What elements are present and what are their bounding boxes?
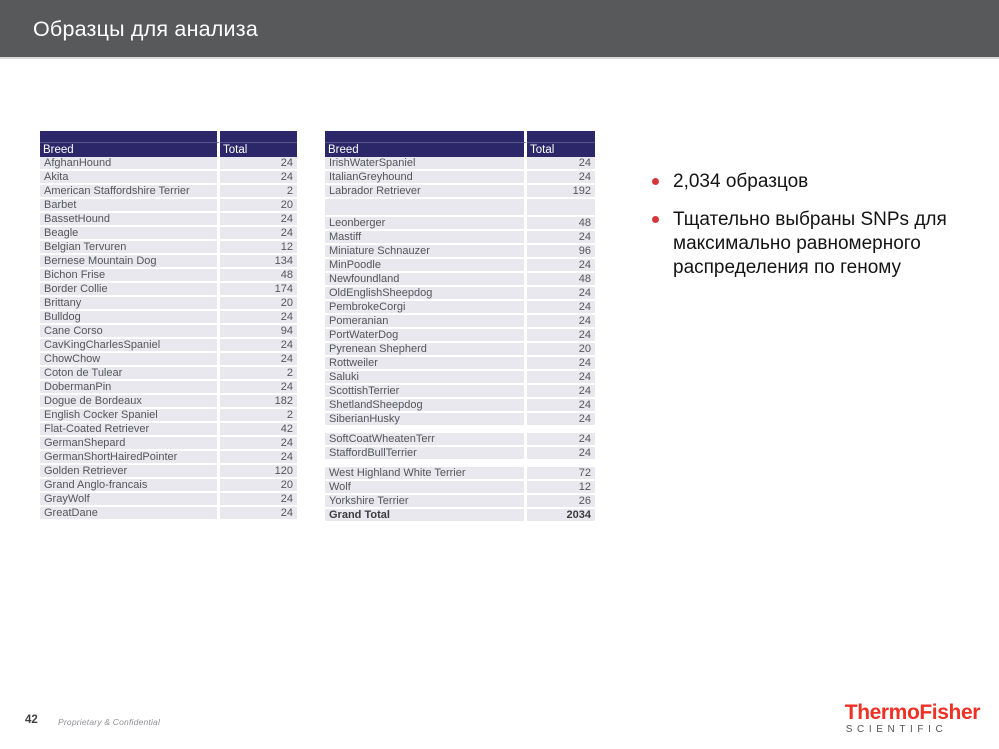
table-row: Akita 24 bbox=[40, 171, 297, 185]
table-row: SoftCoatWheatenTerr 24 bbox=[325, 433, 595, 447]
table-row: Border Collie 174 bbox=[40, 283, 297, 297]
table-row: ScottishTerrier 24 bbox=[325, 385, 595, 399]
table-row: Bichon Frise 48 bbox=[40, 269, 297, 283]
page-number: 42 bbox=[25, 714, 38, 726]
table-row: Bulldog 24 bbox=[40, 311, 297, 325]
breed-table-right: Breed Total IrishWaterSpaniel 24 ItalianGr… bbox=[325, 131, 595, 523]
table-row: Wolf 12 bbox=[325, 481, 595, 495]
table-row: StaffordBullTerrier 24 bbox=[325, 447, 595, 461]
column-header-total: Total bbox=[527, 143, 595, 157]
column-header-breed: Breed bbox=[40, 143, 220, 157]
table-row: Yorkshire Terrier 26 bbox=[325, 495, 595, 509]
table-row: Bernese Mountain Dog 134 bbox=[40, 255, 297, 269]
bullet-item: 2,034 образцов bbox=[648, 170, 948, 194]
table-row: PortWaterDog 24 bbox=[325, 329, 595, 343]
table-row: Barbet 20 bbox=[40, 199, 297, 213]
table-row: ItalianGreyhound 24 bbox=[325, 171, 595, 185]
table-row: Miniature Schnauzer 96 bbox=[325, 245, 595, 259]
table-row: Pomeranian 24 bbox=[325, 315, 595, 329]
table-row: Beagle 24 bbox=[40, 227, 297, 241]
table-row: ChowChow 24 bbox=[40, 353, 297, 367]
grand-total-row: Grand Total 2034 bbox=[325, 509, 595, 523]
column-header-total: Total bbox=[220, 143, 297, 157]
table-row: SiberianHusky 24 bbox=[325, 413, 595, 427]
table-header-spacer bbox=[325, 131, 595, 143]
table-header-row: Breed Total bbox=[325, 143, 595, 157]
table-row: MinPoodle 24 bbox=[325, 259, 595, 273]
table-row: GrayWolf 24 bbox=[40, 493, 297, 507]
slide-title-bar: Образцы для анализа bbox=[0, 0, 999, 59]
bullet-dot-icon bbox=[652, 216, 659, 224]
table-row: Coton de Tulear 2 bbox=[40, 367, 297, 381]
table-row: English Cocker Spaniel 2 bbox=[40, 409, 297, 423]
logo-scientific: SCIENTIFIC bbox=[845, 724, 948, 735]
table-row: Flat-Coated Retriever 42 bbox=[40, 423, 297, 437]
table-row: American Staffordshire Terrier 2 bbox=[40, 185, 297, 199]
table-header-spacer bbox=[40, 131, 297, 143]
table-row: Pyrenean Shepherd 20 bbox=[325, 343, 595, 357]
bullet-item: Тщательно выбраны SNPs для максимально р… bbox=[648, 208, 948, 280]
table-row: Labrador Retriever 192 bbox=[325, 185, 595, 199]
logo-wordmark: ThermoFisher bbox=[844, 701, 981, 724]
table-row: Mastiff 24 bbox=[325, 231, 595, 245]
table-row: Leonberger 48 bbox=[325, 217, 595, 231]
table-row: Dogue de Bordeaux 182 bbox=[40, 395, 297, 409]
table-row: Golden Retriever 120 bbox=[40, 465, 297, 479]
table-row: Newfoundland 48 bbox=[325, 273, 595, 287]
table-row: GreatDane 24 bbox=[40, 507, 297, 521]
bullet-text: 2,034 образцов bbox=[673, 171, 809, 192]
table-row: AfghanHound 24 bbox=[40, 157, 297, 171]
table-row: CavKingCharlesSpaniel 24 bbox=[40, 339, 297, 353]
footer-note: Proprietary & Confidential bbox=[58, 717, 161, 727]
bullet-list: 2,034 образцов Тщательно выбраны SNPs для… bbox=[648, 170, 948, 295]
table-row: ShetlandSheepdog 24 bbox=[325, 399, 595, 413]
table-row: BassetHound 24 bbox=[40, 213, 297, 227]
table-row: Belgian Tervuren 12 bbox=[40, 241, 297, 255]
breed-table-left: Breed Total AfghanHound 24 Akita 24 American… bbox=[40, 131, 297, 521]
bullet-text: Тщательно выбраны SNPs для максимально р… bbox=[673, 209, 947, 279]
table-row: DobermanPin 24 bbox=[40, 381, 297, 395]
table-row: Rottweiler 24 bbox=[325, 357, 595, 371]
table-row: OldEnglishSheepdog 24 bbox=[325, 287, 595, 301]
blank-row bbox=[325, 199, 595, 217]
table-row: Brittany 20 bbox=[40, 297, 297, 311]
table-header-row: Breed Total bbox=[40, 143, 297, 157]
table-row: Cane Corso 94 bbox=[40, 325, 297, 339]
table-row: GermanShepard 24 bbox=[40, 437, 297, 451]
thermofisher-logo: ThermoFisher SCIENTIFIC bbox=[844, 701, 981, 735]
page-title: Образцы для анализа bbox=[33, 17, 258, 41]
table-row: IrishWaterSpaniel 24 bbox=[325, 157, 595, 171]
bullet-dot-icon bbox=[652, 178, 659, 185]
table-row: Saluki 24 bbox=[325, 371, 595, 385]
table-row: GermanShortHairedPointer 24 bbox=[40, 451, 297, 465]
table-row: West Highland White Terrier 72 bbox=[325, 467, 595, 481]
table-row: Grand Anglo-francais 20 bbox=[40, 479, 297, 493]
column-header-breed: Breed bbox=[325, 143, 527, 157]
table-row: PembrokeCorgi 24 bbox=[325, 301, 595, 315]
